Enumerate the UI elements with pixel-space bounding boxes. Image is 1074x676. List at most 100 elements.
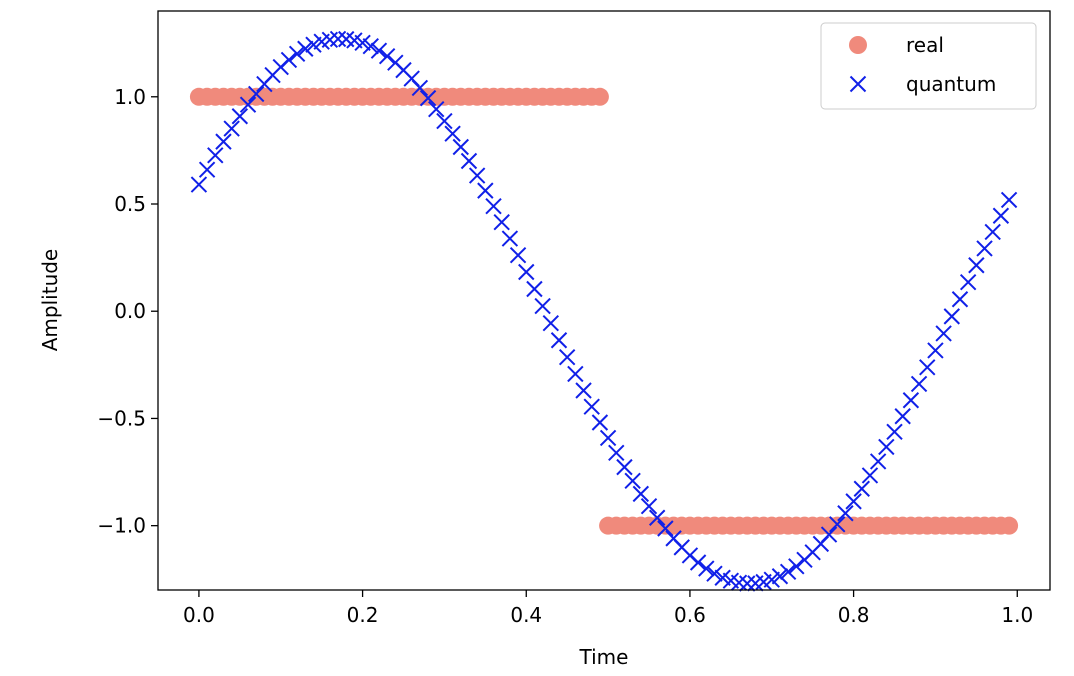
quantum-point [771, 568, 789, 585]
real-point [590, 87, 609, 106]
y-axis-label: Amplitude [38, 249, 62, 352]
y-tick-label: 0.5 [114, 192, 146, 216]
quantum-point [542, 314, 560, 332]
quantum-point [640, 497, 658, 515]
quantum-point [198, 161, 216, 178]
quantum-point [378, 47, 396, 65]
quantum-point [706, 565, 723, 582]
quantum-point [575, 382, 592, 399]
quantum-point [223, 120, 240, 137]
quantum-point [288, 45, 306, 63]
quantum-point [951, 291, 969, 308]
x-tick-label: 0.6 [674, 603, 706, 627]
x-tick-label: 0.0 [183, 603, 215, 627]
y-tick-label: 0.0 [114, 299, 146, 323]
quantum-point [1000, 191, 1018, 209]
legend-real-marker [849, 36, 867, 54]
quantum-point [239, 96, 257, 113]
quantum-point [624, 472, 641, 490]
quantum-point [657, 520, 674, 537]
legend-box [820, 22, 1037, 110]
quantum-point [428, 101, 445, 118]
quantum-point [869, 453, 887, 470]
quantum-point [935, 325, 952, 342]
quantum-point [902, 392, 920, 409]
x-tick-label: 0.8 [838, 603, 870, 627]
quantum-point [460, 152, 478, 170]
real-point [1000, 516, 1019, 535]
quantum-point [837, 505, 854, 522]
quantum-point [501, 230, 519, 247]
quantum-point [608, 444, 625, 461]
quantum-point [886, 423, 903, 441]
quantum-point [820, 526, 838, 543]
quantum-point [959, 273, 977, 291]
x-axis: 0.0 0.2 0.4 0.6 0.8 1.0 [183, 590, 1033, 627]
quantum-point [534, 297, 551, 315]
quantum-point [845, 493, 862, 510]
legend: real quantum [820, 22, 1037, 110]
y-axis: 1.0 0.5 0.0 −0.5 −1.0 [97, 85, 158, 538]
quantum-point [689, 554, 707, 571]
quantum-point [518, 263, 535, 281]
quantum-point [648, 509, 666, 526]
quantum-point [591, 414, 609, 431]
quantum-point [894, 408, 911, 425]
quantum-point [616, 458, 633, 476]
legend-quantum-marker [849, 75, 867, 93]
x-marker-icon [849, 75, 867, 93]
quantum-point [632, 485, 650, 503]
quantum-point [567, 365, 584, 383]
y-tick-label: −1.0 [97, 514, 146, 538]
quantum-point [444, 125, 461, 142]
quantum-point [992, 207, 1010, 224]
quantum-point [927, 342, 944, 359]
quantum-point [599, 429, 617, 447]
quantum-point [411, 79, 429, 97]
quantum-point [984, 223, 1001, 241]
quantum-point [853, 480, 870, 497]
quantum-point [550, 332, 568, 349]
quantum-point [509, 246, 527, 264]
quantum-point [583, 398, 600, 415]
quantum-point [779, 563, 797, 580]
quantum-point [419, 89, 437, 107]
quantum-point [878, 438, 895, 456]
axes-frame [157, 10, 1051, 591]
quantum-point [861, 467, 879, 484]
quantum-point [698, 560, 715, 577]
quantum-point [370, 42, 388, 59]
legend-quantum-label: quantum [906, 72, 996, 96]
quantum-point [829, 516, 846, 533]
quantum-point [436, 112, 453, 130]
quantum-point [362, 37, 379, 55]
quantum-point [485, 198, 502, 215]
quantum-point [329, 30, 347, 48]
quantum-point [910, 375, 928, 393]
x-tick-label: 0.2 [347, 603, 379, 627]
y-tick-label: −0.5 [97, 406, 146, 430]
y-tick-label: 1.0 [114, 85, 146, 109]
quantum-point [354, 34, 371, 51]
quantum-point [739, 575, 756, 592]
quantum-point [788, 558, 805, 575]
quantum-point [190, 176, 208, 193]
plot-area [189, 30, 1019, 592]
quantum-point [452, 138, 469, 156]
x-tick-label: 1.0 [1001, 603, 1033, 627]
quantum-point [477, 182, 494, 199]
quantum-point [968, 257, 985, 274]
x-axis-label: Time [579, 645, 629, 669]
quantum-point [280, 51, 298, 69]
quantum-point [215, 133, 232, 150]
quantum-point [468, 167, 486, 184]
quantum-point [526, 280, 543, 298]
quantum-point [763, 571, 780, 588]
quantum-point [297, 40, 314, 57]
quantum-point [231, 108, 249, 125]
quantum-point [493, 213, 510, 231]
legend-real-label: real [906, 33, 944, 57]
x-tick-label: 0.4 [510, 603, 542, 627]
quantum-point [207, 147, 224, 164]
